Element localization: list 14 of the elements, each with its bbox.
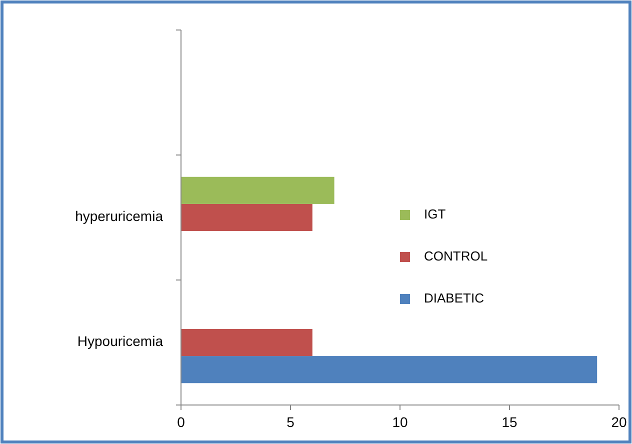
- x-tick-label: 5: [286, 414, 295, 430]
- bar: [181, 356, 598, 384]
- x-tick-label: 20: [611, 414, 627, 430]
- x-tick-label: 15: [502, 414, 518, 430]
- legend-label: CONTROL: [424, 248, 488, 264]
- legend-label: DIABETIC: [424, 290, 484, 306]
- y-tick-label: Hypouricemia: [77, 333, 164, 350]
- legend-label: IGT: [424, 206, 446, 222]
- bar: [181, 328, 312, 356]
- x-tick-label: 10: [392, 414, 408, 430]
- bar: [181, 176, 334, 204]
- bar: [181, 204, 312, 232]
- x-tick-label: 0: [177, 414, 186, 430]
- y-tick-label: hyperuricemia: [75, 208, 164, 224]
